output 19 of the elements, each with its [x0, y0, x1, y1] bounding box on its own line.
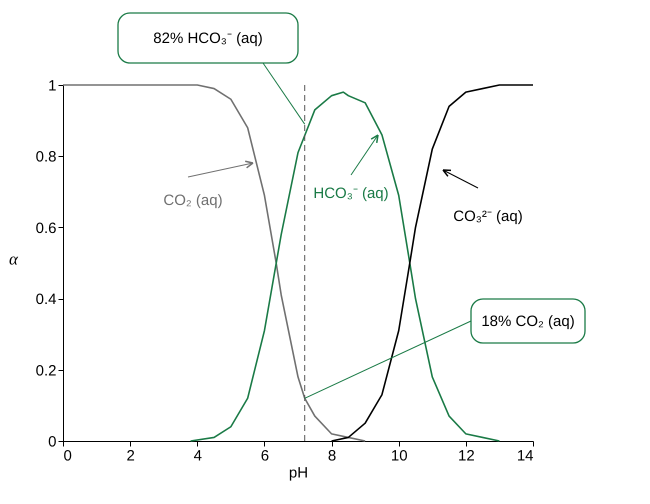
legend-label: CO₂ (aq) — [163, 192, 223, 209]
y-tick-label: 0.6 — [36, 220, 56, 237]
y-tick-label: 1 — [48, 78, 56, 94]
series-label: HCO₃⁻ (aq) — [313, 185, 389, 202]
x-tick-label: 2 — [126, 448, 135, 464]
x-tick-label: 10 — [390, 448, 408, 464]
x-axis-title: pH — [288, 464, 308, 482]
x-tick-label: 14 — [516, 448, 534, 464]
text: CO₃²⁻ (aq) — [453, 208, 523, 225]
x-tick-label: 0 — [64, 448, 72, 464]
y-tick-label: 0.4 — [36, 291, 56, 308]
x-tick-label: 8 — [328, 448, 336, 464]
y-tick-label: 0.8 — [36, 148, 56, 166]
y-tick-label: 0.2 — [36, 362, 56, 380]
x-tick-label: 6 — [260, 448, 270, 464]
y-axis-title: α — [9, 250, 20, 268]
x-tick-label: 4 — [194, 448, 202, 464]
x-tick-label: 12 — [458, 448, 475, 464]
y-tick-label: 0 — [48, 434, 56, 450]
